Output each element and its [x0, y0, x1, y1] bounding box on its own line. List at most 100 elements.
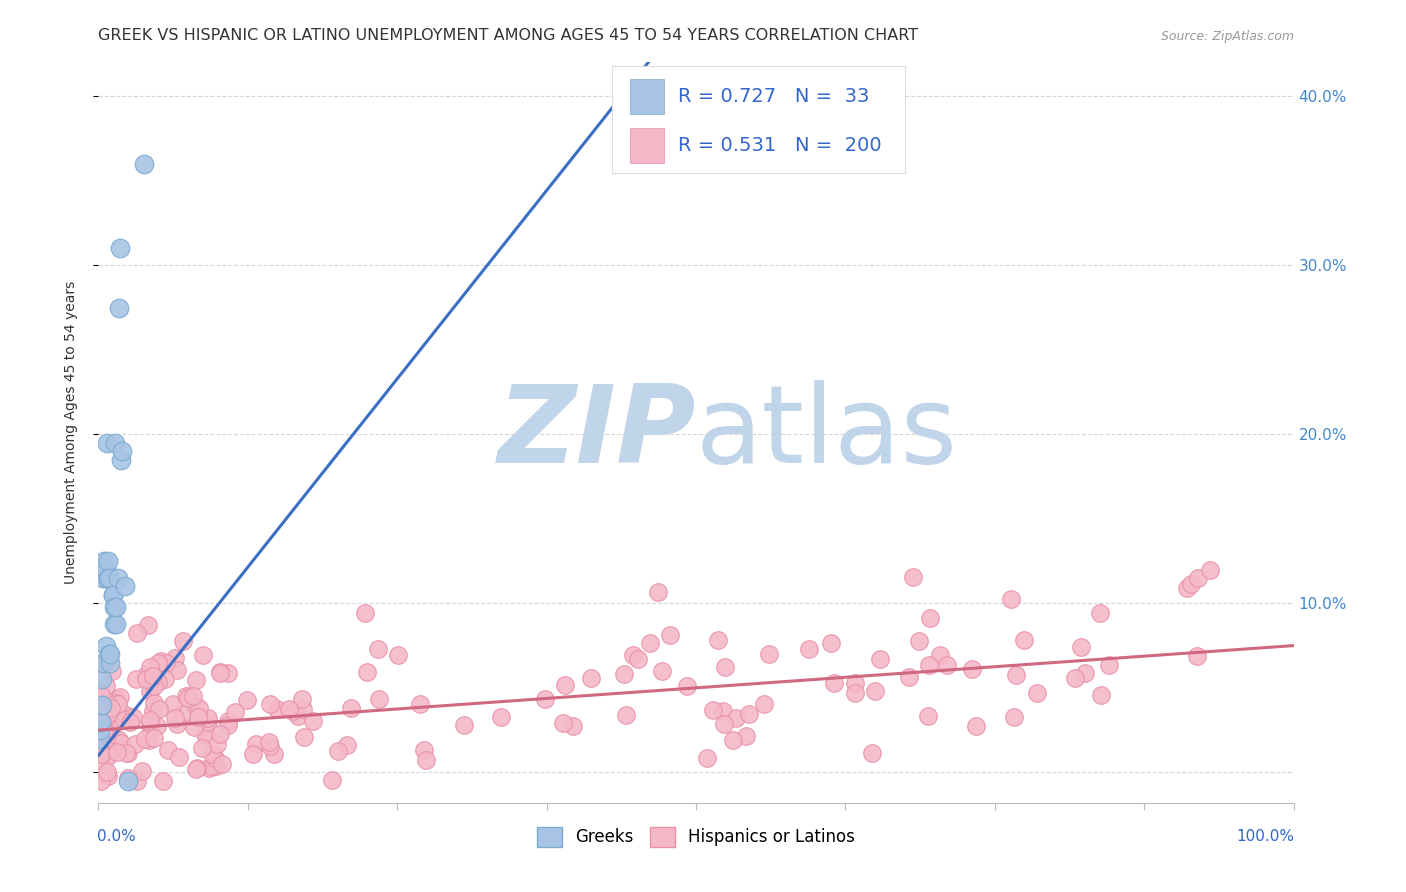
Point: [209, 665, 232, 679]
Point: [90, 688, 112, 702]
Point: [101, 588, 124, 602]
Point: [110, 735, 132, 749]
Point: [1000, 591, 1022, 606]
Point: [97, 706, 120, 721]
Point: [336, 739, 359, 753]
Point: [172, 706, 194, 721]
Point: [188, 701, 211, 715]
Point: [266, 701, 288, 715]
Point: [107, 571, 129, 585]
Point: [259, 739, 281, 754]
Point: [962, 662, 984, 676]
Point: [897, 670, 920, 684]
Point: [1002, 710, 1025, 724]
Point: [142, 731, 165, 745]
Point: [200, 758, 222, 772]
Point: [112, 713, 135, 727]
Point: [89, 714, 111, 728]
Point: [90, 714, 112, 729]
Point: [94, 707, 117, 722]
Point: [98, 571, 121, 585]
Point: [96, 765, 118, 780]
Point: [97, 571, 120, 585]
Point: [844, 675, 866, 690]
Point: [413, 743, 436, 757]
Point: [1088, 607, 1111, 621]
Point: [94, 562, 117, 576]
Y-axis label: Unemployment Among Ages 45 to 54 years: Unemployment Among Ages 45 to 54 years: [63, 281, 77, 584]
Point: [90, 698, 112, 712]
Point: [658, 627, 681, 641]
Point: [111, 444, 134, 458]
Point: [647, 585, 669, 599]
Point: [90, 747, 112, 762]
Point: [860, 747, 883, 761]
Point: [191, 648, 214, 662]
Point: [142, 704, 165, 718]
Point: [139, 722, 162, 736]
Point: [90, 773, 112, 788]
Point: [125, 626, 148, 640]
Point: [108, 241, 131, 255]
Point: [117, 773, 139, 788]
Point: [156, 743, 179, 757]
Point: [353, 607, 375, 621]
Point: [489, 709, 512, 723]
Point: [162, 697, 184, 711]
Point: [193, 727, 215, 741]
Point: [93, 571, 115, 585]
Point: [217, 718, 239, 732]
Point: [453, 718, 475, 732]
Point: [91, 714, 114, 729]
Point: [1090, 688, 1112, 702]
Point: [696, 751, 718, 765]
Point: [917, 709, 939, 723]
Point: [146, 675, 169, 690]
Point: [94, 725, 117, 739]
Point: [415, 753, 437, 767]
Point: [242, 747, 264, 761]
Point: [205, 737, 228, 751]
Point: [224, 705, 246, 719]
Point: [1070, 640, 1092, 654]
Point: [1187, 571, 1209, 585]
Point: [97, 554, 120, 568]
Point: [301, 714, 323, 728]
Point: [721, 733, 744, 747]
Point: [245, 738, 267, 752]
Point: [187, 709, 209, 723]
Legend: Greeks, Hispanics or Latinos: Greeks, Hispanics or Latinos: [530, 820, 862, 854]
Point: [205, 758, 228, 772]
Point: [197, 760, 219, 774]
Point: [131, 764, 153, 778]
Point: [197, 711, 219, 725]
Point: [91, 571, 114, 585]
Point: [142, 696, 165, 710]
Point: [1026, 686, 1049, 700]
Text: atlas: atlas: [696, 380, 957, 485]
Point: [139, 684, 162, 698]
Point: [184, 699, 207, 714]
Text: GREEK VS HISPANIC OR LATINO UNEMPLOYMENT AMONG AGES 45 TO 54 YEARS CORRELATION C: GREEK VS HISPANIC OR LATINO UNEMPLOYMENT…: [98, 29, 918, 43]
Point: [186, 761, 208, 775]
Point: [614, 708, 637, 723]
Point: [702, 702, 724, 716]
Point: [183, 721, 205, 735]
Point: [117, 746, 139, 760]
Point: [368, 691, 391, 706]
Point: [1180, 577, 1202, 591]
Point: [101, 719, 124, 733]
Text: 100.0%: 100.0%: [1237, 830, 1295, 845]
Point: [281, 704, 304, 718]
Point: [1175, 581, 1198, 595]
Point: [181, 689, 204, 703]
Point: [142, 669, 165, 683]
Point: [321, 772, 343, 787]
Point: [328, 744, 350, 758]
Point: [387, 648, 409, 663]
Point: [554, 678, 576, 692]
Point: [112, 706, 135, 721]
Point: [714, 660, 737, 674]
Point: [823, 676, 845, 690]
Point: [89, 731, 111, 746]
